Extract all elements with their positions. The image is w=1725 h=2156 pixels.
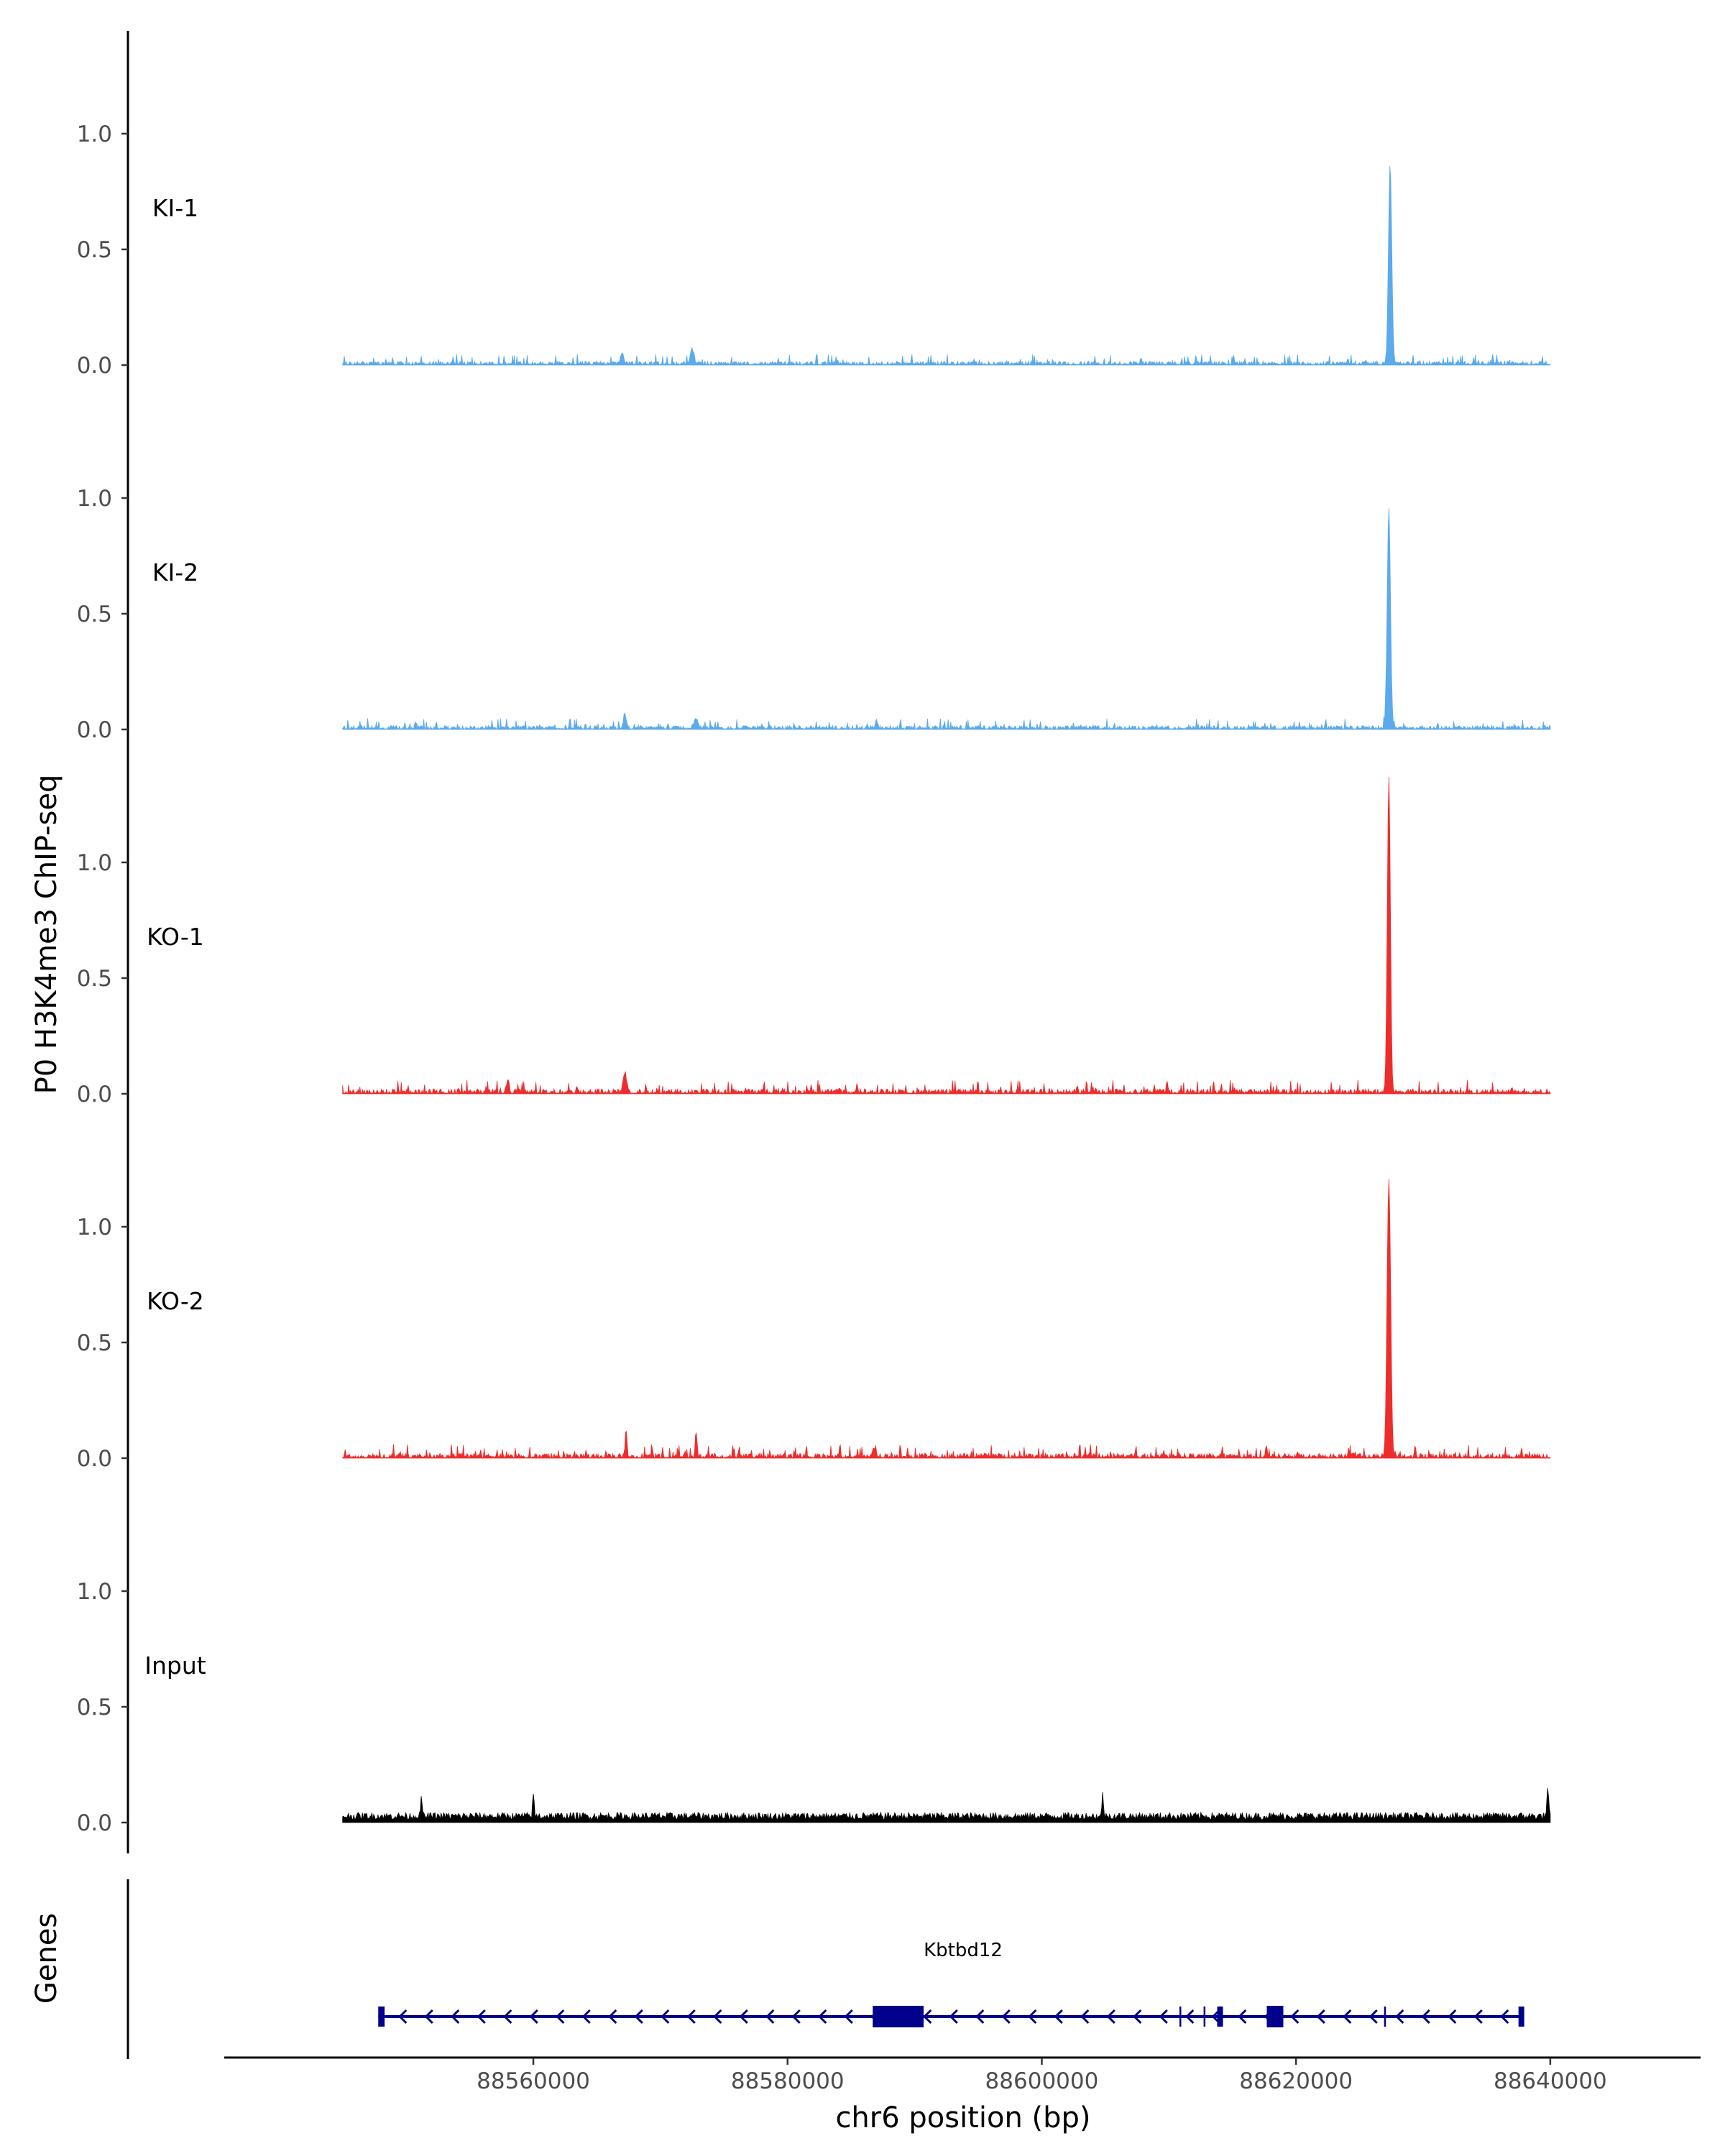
y-tick-label: 0.0 <box>77 1446 112 1472</box>
y-tick-label: 0.0 <box>77 353 112 379</box>
x-tick-label: 88580000 <box>731 2068 845 2094</box>
strand-arrow <box>1054 2009 1063 2024</box>
x-axis: chr6 position (bp) 88560000 88580000 88600… <box>224 2056 1701 2134</box>
track-ki-2: 0.0 0.5 1.0 KI-2 <box>77 395 1551 760</box>
x-tick-label: 88600000 <box>985 2068 1099 2094</box>
strand-arrow <box>975 2009 985 2024</box>
strand-arrow <box>1473 2009 1483 2024</box>
strand-arrow <box>1159 2009 1168 2024</box>
y-tick-label: 1.0 <box>77 121 112 147</box>
signal-area-ki-2 <box>342 508 1551 730</box>
strand-arrow <box>923 2009 932 2024</box>
strand-arrow <box>503 2009 512 2024</box>
track-ko-1: 0.0 0.5 1.0 KO-1 <box>77 760 1551 1125</box>
strand-arrow <box>1001 2009 1011 2024</box>
y-tick-label: 0.0 <box>77 717 112 743</box>
strand-arrow <box>1080 2009 1090 2024</box>
strand-arrow <box>451 2009 460 2024</box>
strand-arrow <box>1133 2009 1142 2024</box>
x-tick-label: 88560000 <box>477 2068 590 2094</box>
strand-arrow <box>765 2009 775 2024</box>
tracks-group: 0.00.51.0KI-10.00.51.0KI-20.00.51.0KO-10… <box>77 31 1551 1853</box>
strand-arrow <box>1028 2009 1037 2024</box>
y-tick-label: 1.0 <box>77 850 112 876</box>
genes-track-label: Genes <box>30 1913 63 2004</box>
signal-area-input <box>342 1788 1551 1823</box>
strand-arrow <box>477 2009 486 2024</box>
signal-area-ko-2 <box>342 1179 1551 1459</box>
strand-arrow <box>529 2009 538 2024</box>
gene-exon <box>378 2007 385 2027</box>
y-tick-label: 1.0 <box>77 1215 112 1240</box>
strand-arrow <box>686 2009 696 2024</box>
track-label: KO-1 <box>147 923 204 951</box>
track-label: Input <box>144 1651 206 1680</box>
track-input: 0.0 0.5 1.0 Input <box>77 1488 1551 1853</box>
strand-arrow <box>1368 2009 1378 2024</box>
x-tick-label: 88640000 <box>1494 2068 1607 2094</box>
strand-arrow <box>949 2009 958 2024</box>
strand-arrow <box>1238 2009 1247 2024</box>
strand-arrow <box>791 2009 801 2024</box>
track-label: KO-2 <box>147 1287 204 1315</box>
y-tick-label: 0.0 <box>77 1810 112 1836</box>
strand-arrow <box>1421 2009 1430 2024</box>
gene-name-label: Kbtbd12 <box>924 1940 1003 1961</box>
strand-arrow <box>608 2009 617 2024</box>
strand-arrow <box>818 2009 827 2024</box>
track-ki-1: 0.0 0.5 1.0 KI-1 <box>77 31 1551 396</box>
track-label: KI-1 <box>152 194 198 222</box>
track-ko-2: 0.0 0.5 1.0 KO-2 <box>77 1124 1551 1489</box>
y-tick-label: 0.0 <box>77 1082 112 1107</box>
gene-exon <box>1217 2007 1223 2027</box>
track-label: KI-2 <box>152 558 198 586</box>
y-tick-label: 0.5 <box>77 1695 112 1720</box>
genes-track: Genes Kbtbd12 <box>30 1879 1524 2059</box>
signal-area-ko-1 <box>342 776 1551 1095</box>
strand-arrow <box>398 2009 408 2024</box>
strand-arrow <box>844 2009 853 2024</box>
strand-arrow <box>1395 2009 1404 2024</box>
strand-arrow <box>634 2009 643 2024</box>
strand-arrow <box>1343 2009 1352 2024</box>
y-tick-label: 0.5 <box>77 602 112 627</box>
strand-arrow <box>1185 2009 1195 2024</box>
strand-arrow <box>1316 2009 1325 2024</box>
y-axis-title: P0 H3K4me3 ChIP-seq <box>30 775 63 1095</box>
y-tick-label: 1.0 <box>77 1579 112 1605</box>
gene-exon <box>1518 2007 1524 2027</box>
strand-arrow <box>739 2009 748 2024</box>
y-tick-label: 1.0 <box>77 486 112 512</box>
x-tick-label: 88620000 <box>1239 2068 1353 2094</box>
strand-arrow <box>581 2009 591 2024</box>
strand-arrow <box>661 2009 670 2024</box>
strand-arrow <box>1290 2009 1300 2024</box>
strand-arrow <box>713 2009 722 2024</box>
strand-arrow <box>424 2009 433 2024</box>
gene-exon <box>873 2006 924 2027</box>
y-tick-label: 0.5 <box>77 237 112 263</box>
strand-arrow <box>556 2009 565 2024</box>
strand-arrow <box>1500 2009 1509 2024</box>
strand-arrow <box>1448 2009 1457 2024</box>
x-axis-title: chr6 position (bp) <box>835 2101 1090 2134</box>
y-tick-label: 0.5 <box>77 966 112 992</box>
strand-arrow <box>1106 2009 1116 2024</box>
gene-exon <box>1266 2006 1284 2027</box>
signal-area-ki-1 <box>342 166 1551 366</box>
y-tick-label: 0.5 <box>77 1330 112 1356</box>
